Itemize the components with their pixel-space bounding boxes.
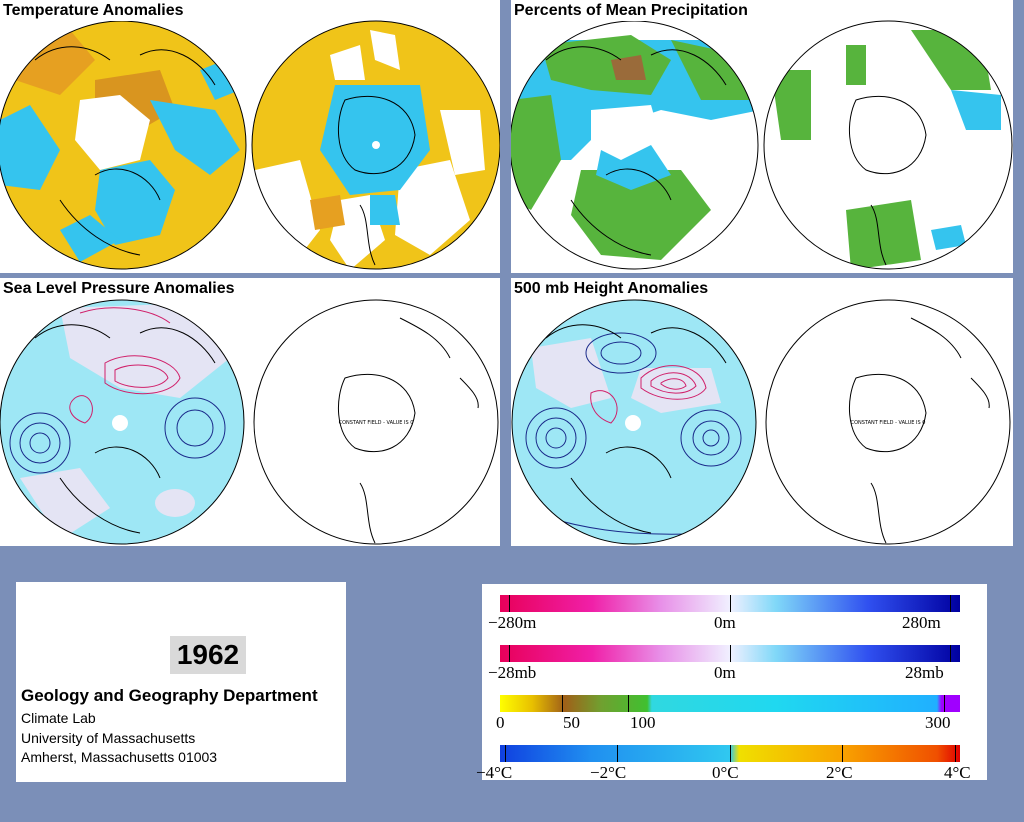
precipitation-maps bbox=[511, 20, 1013, 270]
temp-tick bbox=[955, 745, 956, 762]
pressure-label-min: −28mb bbox=[488, 663, 537, 682]
temp-label-0: 0°C bbox=[712, 763, 739, 782]
temp-tick bbox=[842, 745, 843, 762]
precipitation-panel-title: Percents of Mean Precipitation bbox=[511, 0, 751, 21]
height-tick bbox=[730, 595, 731, 612]
precip-label-100: 100 bbox=[630, 713, 656, 732]
temperature-anomaly-maps bbox=[0, 20, 500, 270]
temp-label-2: 2°C bbox=[826, 763, 853, 782]
pressure-tick bbox=[509, 645, 510, 662]
southern-hemisphere-temperature-map bbox=[252, 21, 500, 269]
height-tick bbox=[509, 595, 510, 612]
precip-tick bbox=[562, 695, 563, 712]
precip-label-300: 300 bbox=[925, 713, 951, 732]
temp-label-4: 4°C bbox=[944, 763, 971, 782]
lab-name: Climate Lab bbox=[21, 710, 96, 726]
slp-constant-field-note: CONSTANT FIELD - VALUE IS 0 bbox=[339, 420, 414, 426]
northern-hemisphere-pressure-map bbox=[0, 300, 244, 544]
southern-hemisphere-height-map: CONSTANT FIELD - VALUE IS 0 bbox=[765, 299, 1011, 545]
precip-tick bbox=[944, 695, 945, 712]
northern-hemisphere-height-map bbox=[512, 300, 756, 544]
temperature-panel-title: Temperature Anomalies bbox=[0, 0, 187, 21]
precipitation-color-bar bbox=[500, 695, 960, 712]
temperature-anomalies-panel: Temperature Anomalies bbox=[0, 0, 500, 273]
info-box: 1962 Geology and Geography Department Cl… bbox=[16, 582, 346, 782]
temperature-color-bar bbox=[500, 745, 960, 762]
year-label: 1962 bbox=[170, 636, 246, 674]
height-tick bbox=[950, 595, 951, 612]
sea-level-pressure-maps: CONSTANT FIELD - VALUE IS 0 bbox=[0, 299, 499, 545]
university-name: University of Massachusetts bbox=[21, 730, 196, 746]
color-legend: −280m 0m 280m −28mb 0m 28mb 0 50 100 300… bbox=[476, 584, 987, 782]
temp-tick bbox=[617, 745, 618, 762]
temp-label-minus4: −4°C bbox=[476, 763, 513, 782]
height-label-min: −280m bbox=[488, 613, 537, 632]
sea-level-pressure-panel: CONSTANT FIELD - VALUE IS 0 Sea Level Pr… bbox=[0, 278, 500, 546]
precip-label-0: 0 bbox=[496, 713, 505, 732]
height-500mb-panel-title: 500 mb Height Anomalies bbox=[511, 278, 712, 299]
pressure-label-zero: 0m bbox=[714, 663, 736, 682]
height-color-bar bbox=[500, 595, 960, 612]
pressure-color-bar bbox=[500, 645, 960, 662]
address-line: Amherst, Massachusetts 01003 bbox=[21, 749, 218, 765]
precipitation-panel: Percents of Mean Precipitation bbox=[511, 0, 1013, 273]
height-500mb-panel: CONSTANT FIELD - VALUE IS 0 500 mb Heigh… bbox=[511, 278, 1013, 546]
height-label-zero: 0m bbox=[714, 613, 736, 632]
department-name: Geology and Geography Department bbox=[21, 686, 318, 705]
temp-tick bbox=[505, 745, 506, 762]
height-label-max: 280m bbox=[902, 613, 941, 632]
precip-tick bbox=[628, 695, 629, 712]
precip-label-50: 50 bbox=[563, 713, 580, 732]
southern-hemisphere-precipitation-map bbox=[764, 21, 1012, 269]
temp-tick bbox=[730, 745, 731, 762]
pressure-tick bbox=[730, 645, 731, 662]
h500-constant-field-note: CONSTANT FIELD - VALUE IS 0 bbox=[851, 420, 926, 426]
southern-hemisphere-pressure-map: CONSTANT FIELD - VALUE IS 0 bbox=[253, 299, 499, 545]
temp-label-minus2: −2°C bbox=[590, 763, 627, 782]
height-500mb-maps: CONSTANT FIELD - VALUE IS 0 bbox=[511, 299, 1011, 545]
sea-level-pressure-panel-title: Sea Level Pressure Anomalies bbox=[0, 278, 238, 299]
pressure-label-max: 28mb bbox=[905, 663, 944, 682]
pressure-tick bbox=[950, 645, 951, 662]
